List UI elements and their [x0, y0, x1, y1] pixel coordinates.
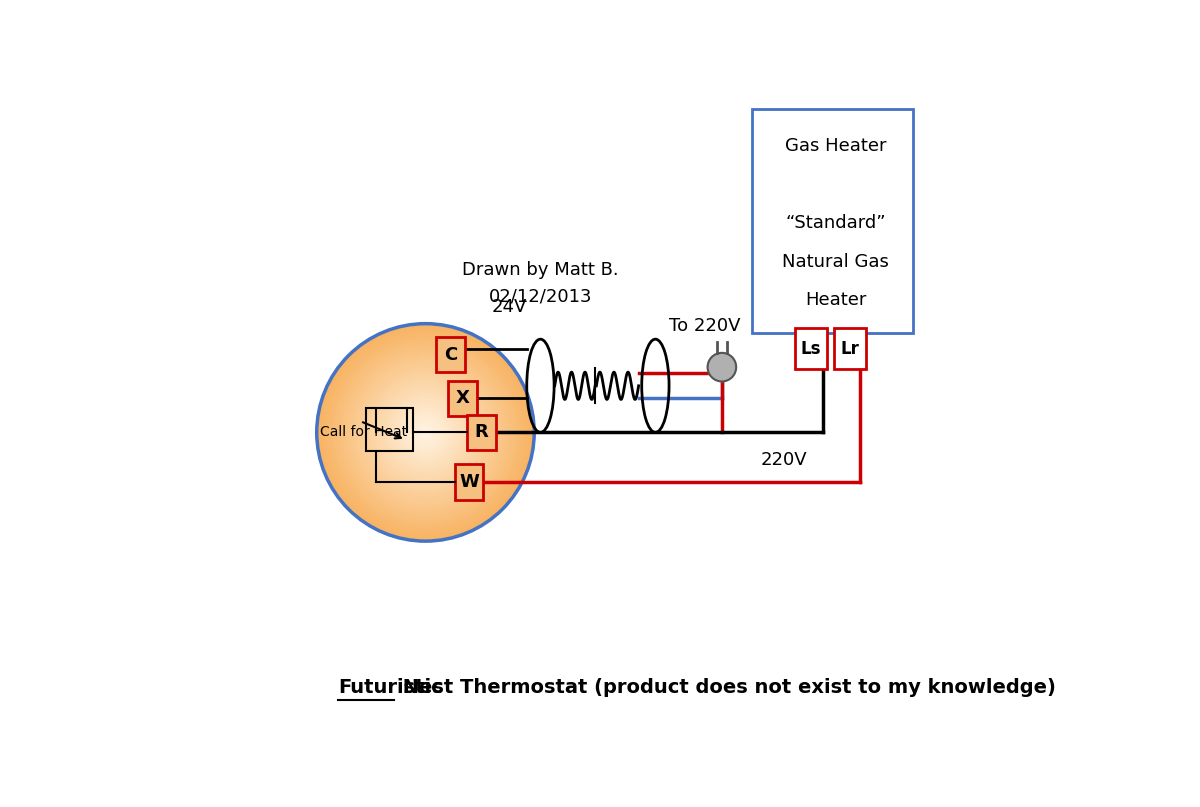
Circle shape: [356, 363, 494, 501]
FancyBboxPatch shape: [834, 328, 866, 369]
FancyBboxPatch shape: [467, 415, 496, 450]
Circle shape: [384, 391, 467, 474]
Text: W: W: [460, 473, 479, 491]
Circle shape: [420, 427, 431, 438]
Circle shape: [400, 407, 451, 458]
Circle shape: [398, 405, 452, 459]
Circle shape: [362, 369, 488, 495]
Circle shape: [382, 389, 469, 476]
Circle shape: [377, 383, 474, 481]
Text: 24V: 24V: [492, 298, 527, 316]
Circle shape: [424, 431, 427, 434]
Text: Heater: Heater: [805, 291, 866, 309]
FancyBboxPatch shape: [794, 328, 827, 369]
Circle shape: [330, 337, 522, 529]
Text: X: X: [456, 389, 469, 408]
Circle shape: [353, 360, 498, 505]
Circle shape: [366, 373, 485, 492]
Circle shape: [409, 416, 442, 449]
Circle shape: [403, 411, 448, 454]
Text: Lr: Lr: [840, 340, 859, 358]
Circle shape: [324, 331, 527, 534]
Circle shape: [419, 425, 433, 440]
Circle shape: [380, 387, 470, 478]
FancyBboxPatch shape: [455, 464, 484, 500]
Circle shape: [322, 329, 529, 536]
Circle shape: [331, 338, 520, 527]
Text: Call for Heat: Call for Heat: [320, 425, 407, 439]
Circle shape: [338, 345, 512, 520]
Circle shape: [328, 335, 523, 530]
Circle shape: [371, 378, 480, 487]
Circle shape: [346, 353, 505, 512]
Text: R: R: [474, 424, 488, 441]
Text: Gas Heater: Gas Heater: [785, 137, 887, 155]
Text: Futuristic: Futuristic: [338, 678, 443, 696]
Circle shape: [385, 392, 466, 472]
Circle shape: [395, 402, 456, 463]
Circle shape: [349, 356, 502, 508]
Circle shape: [406, 412, 445, 453]
Circle shape: [337, 344, 515, 521]
Text: 220V: 220V: [761, 451, 808, 470]
FancyBboxPatch shape: [449, 381, 478, 416]
Circle shape: [355, 362, 496, 503]
Circle shape: [317, 324, 534, 541]
Text: Ls: Ls: [800, 340, 821, 358]
Circle shape: [325, 332, 526, 532]
Text: Natural Gas: Natural Gas: [782, 253, 889, 271]
Circle shape: [410, 418, 440, 447]
Text: Nest Thermostat (product does not exist to my knowledge): Nest Thermostat (product does not exist …: [396, 678, 1056, 696]
Circle shape: [391, 398, 460, 466]
Circle shape: [374, 382, 476, 483]
FancyBboxPatch shape: [436, 337, 464, 372]
Circle shape: [413, 420, 438, 445]
Circle shape: [416, 424, 434, 441]
Circle shape: [422, 429, 430, 436]
Circle shape: [341, 347, 511, 517]
Circle shape: [378, 385, 473, 479]
Circle shape: [344, 351, 508, 514]
Circle shape: [352, 358, 499, 507]
Circle shape: [320, 328, 530, 537]
Circle shape: [318, 325, 533, 539]
Circle shape: [392, 399, 458, 465]
Circle shape: [396, 404, 455, 462]
Circle shape: [360, 367, 491, 498]
Circle shape: [407, 414, 444, 450]
Circle shape: [389, 396, 462, 469]
Circle shape: [342, 349, 509, 516]
Circle shape: [334, 340, 518, 525]
Circle shape: [373, 380, 478, 485]
Circle shape: [388, 395, 463, 470]
Text: Drawn by Matt B.
02/12/2013: Drawn by Matt B. 02/12/2013: [462, 261, 619, 306]
Circle shape: [348, 354, 504, 510]
Circle shape: [367, 374, 484, 491]
Text: C: C: [444, 345, 457, 364]
Circle shape: [370, 376, 481, 488]
Circle shape: [364, 370, 487, 494]
Circle shape: [402, 409, 449, 456]
Circle shape: [415, 421, 437, 443]
Text: To 220V: To 220V: [670, 316, 740, 335]
Text: “Standard”: “Standard”: [785, 215, 886, 232]
Circle shape: [359, 366, 492, 500]
Circle shape: [335, 342, 516, 523]
FancyBboxPatch shape: [751, 109, 913, 333]
Circle shape: [708, 353, 736, 382]
